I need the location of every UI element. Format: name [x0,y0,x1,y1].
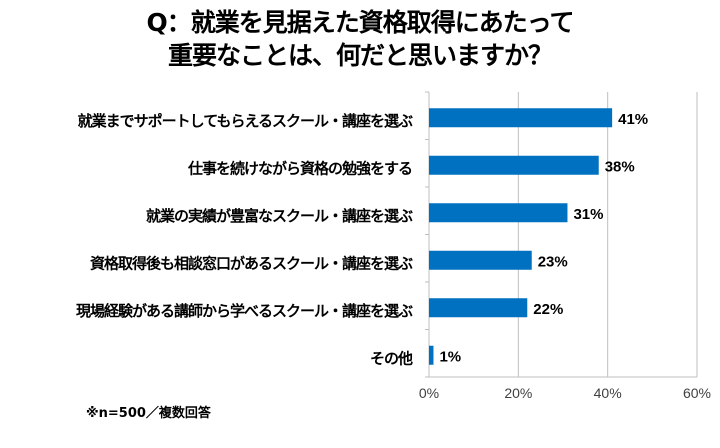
data-label: 23% [538,253,568,270]
title-line-1: Q：就業を見据えた資格取得にあたって [146,8,574,37]
category-label: 就業の実績が豊富なスクール・講座を選ぶ [146,207,413,225]
sample-note: ※n=500／複数回答 [86,406,211,421]
category-label: その他 [370,349,413,367]
bar [429,108,613,128]
data-label: 41% [618,111,648,128]
x-tick-label: 20% [504,385,532,401]
category-label: 資格取得後も相談窓口があるスクール・講座を選ぶ [90,254,413,272]
title-line-2: 重要なことは、何だと思いますか？ [167,41,553,70]
category-label: 仕事を続けながら資格の勉強をする [187,159,412,177]
bar [429,345,434,365]
bar [429,298,528,318]
data-label: 1% [439,348,461,365]
x-tick-label: 0% [419,385,439,401]
bar [429,250,532,270]
bar [429,155,599,175]
x-tick-label: 40% [594,385,622,401]
data-label: 31% [573,206,603,223]
bar [429,203,568,223]
data-label: 22% [533,301,563,318]
chart-title: Q：就業を見据えた資格取得にあたって 重要なことは、何だと思いますか？ [0,6,720,72]
category-label: 就業までサポートしてもらえるスクール・講座を選ぶ [78,112,413,130]
x-tick-label: 60% [683,385,711,401]
category-label: 現場経験がある講師から学べるスクール・講座を選ぶ [76,302,413,320]
data-label: 38% [605,158,635,175]
